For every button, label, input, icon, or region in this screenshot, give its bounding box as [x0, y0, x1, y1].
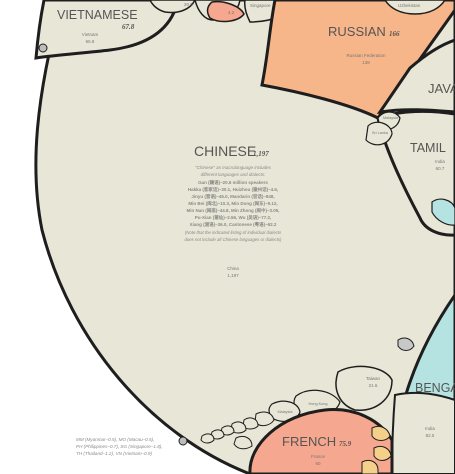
chinese-note-dialect-1: Gan (赣语)–20.6 million speakers	[198, 179, 268, 186]
grey-dot-marker	[38, 43, 48, 53]
top-value-label: 20.6	[184, 2, 193, 7]
top-cell-singapore	[206, 0, 245, 23]
bengali-country-value: 82.5	[426, 433, 435, 438]
russian-country-value: 138	[362, 60, 370, 65]
sri-lanka-cell	[365, 121, 393, 146]
chinese-note-outro-1: (Note that the indicated listing of indi…	[185, 230, 282, 235]
hong-kong-label: Hong Kong	[309, 402, 328, 406]
chinese-note-intro-1: "Chinese" as macrolanguage includes	[195, 165, 271, 170]
taiwan-value: 21.6	[369, 383, 378, 388]
uzbekistan-label: Uzbekistan	[398, 3, 421, 8]
singapore-value: 4.2	[228, 10, 235, 15]
footnote-line-2: PH (Philippines–0.7), SG (Singapore–1.8)…	[76, 444, 163, 449]
tamil-country-label: India	[435, 159, 445, 164]
small-cell-7	[233, 435, 253, 450]
vietnamese-label: VIETNAMESE	[57, 8, 138, 22]
france-country-label: France	[311, 454, 326, 459]
chinese-note-dialect-6: Pu-Xian (莆仙)–2.56, Wu (吴语)–77.2,	[195, 214, 271, 221]
india-bottom-cell	[390, 391, 455, 474]
sri-lanka-label: Sri Lanka	[372, 131, 389, 135]
chinese-note-dialect-5: Min Nan (闽南)–44.8, Min Zhong (闽中)–3.05,	[186, 207, 279, 214]
footnote: MM (Myanmar–0.5), MO (Macau–0.5), PH (Ph…	[76, 436, 246, 457]
singapore-label: Singapore	[250, 3, 271, 8]
footnote-line-3: TH (Thailand–1.2), VN (Vietnam–0.9)	[76, 451, 153, 456]
taiwan-label: Taiwan	[366, 376, 381, 381]
french-side-cell-1	[371, 425, 391, 441]
bengali-dot-cell	[397, 337, 415, 351]
france-country-value: 60	[315, 461, 321, 466]
taiwan-cell	[335, 365, 393, 411]
grey-dot-marker-2	[178, 436, 188, 446]
tamil-label: TAMIL	[410, 141, 446, 155]
russian-region	[260, 0, 455, 120]
china-country-label: China	[227, 266, 239, 271]
chinese-note: "Chinese" as macrolanguage includes diff…	[185, 165, 283, 242]
french-side-cell-3	[361, 459, 379, 474]
chinese-note-intro-2: different languages and dialects:	[201, 172, 267, 177]
chinese-note-outro-2: does not include all Chinese languages o…	[185, 237, 283, 242]
french-value: 75.9	[339, 440, 352, 448]
malaysia-lower-label: Malaysia	[278, 410, 294, 414]
footnote-line-1: MM (Myanmar–0.5), MO (Macau–0.5),	[76, 437, 155, 442]
chinese-note-dialect-7: Xiang (湘语)–36.0, Cantonese (粤语)–62.2	[190, 221, 277, 228]
china-country-value: 1,197	[227, 273, 239, 278]
russian-country-label: Russian Federation	[346, 53, 386, 58]
vietnamese-value: 67.8	[122, 23, 135, 31]
tamil-small-cell	[431, 198, 455, 226]
russian-value: 166	[389, 30, 400, 38]
uzbekistan-cell	[384, 0, 446, 15]
chinese-value: 1,197	[253, 150, 269, 158]
top-cell-a	[149, 0, 196, 14]
tamil-country-value: 60.7	[436, 166, 445, 171]
bengali-label: BENGA	[415, 381, 455, 395]
malaysia-label: Malaysia	[383, 116, 399, 120]
french-side-cell-2	[373, 445, 392, 461]
chinese-note-dialect-3: Jinyu (晋语)–45.0, Mandarin (官话)–848,	[191, 193, 274, 200]
french-label: FRENCH	[282, 434, 336, 449]
vietnamese-region	[34, 0, 180, 60]
chinese-label: CHINESE	[194, 143, 256, 159]
small-cell-6	[200, 433, 215, 444]
russian-label: RUSSIAN	[328, 24, 386, 39]
vietnam-country-label: Vietnam	[82, 32, 99, 37]
bengali-country-label: India	[425, 426, 435, 431]
chinese-note-dialect-2: Hakka (客家话)–30.1, Huizhou (徽州话)–4.6,	[188, 186, 278, 193]
chinese-note-dialect-4: Min Bei (闽北)–10.3, Min Dong (闽东)–9.12,	[188, 200, 277, 207]
chinese-region	[34, 0, 455, 474]
java-label: JAVA	[428, 81, 455, 96]
vietnam-country-value: 65.8	[86, 39, 95, 44]
